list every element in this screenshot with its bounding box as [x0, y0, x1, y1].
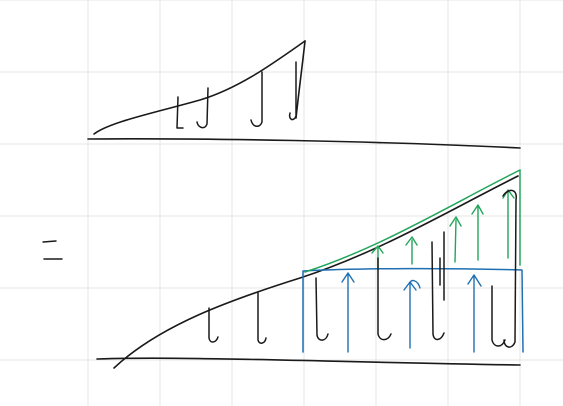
bottom-load-5 — [431, 241, 445, 341]
bottom-load-2 — [257, 292, 267, 344]
bottom-load-4 — [377, 257, 392, 341]
green-arrow-2 — [405, 236, 418, 265]
green-triangle-top — [304, 169, 521, 273]
top-triangle-sketch — [87, 40, 521, 149]
top-hypotenuse — [93, 40, 306, 135]
blue-arrow-3 — [467, 274, 482, 353]
green-arrow-4 — [471, 204, 484, 261]
top-right-edge — [295, 40, 306, 119]
blue-arrow-2 — [403, 279, 421, 349]
blue-rectangle — [302, 267, 524, 353]
bottom-load-3 — [315, 277, 329, 341]
bottom-triangle-sketch — [96, 169, 524, 369]
bottom-hypotenuse — [113, 175, 519, 369]
equals-sign — [42, 240, 63, 260]
green-arrow-3 — [449, 216, 462, 263]
bottom-load-1 — [208, 307, 219, 343]
bottom-load-6 — [439, 231, 445, 301]
top-load-2 — [196, 87, 209, 129]
bottom-load-8 — [502, 189, 517, 348]
blue-arrow-1 — [341, 272, 355, 353]
bottom-load-7 — [491, 285, 506, 347]
bottom-baseline — [96, 357, 521, 366]
top-load-4 — [288, 61, 297, 121]
green-arrow-5 — [502, 189, 515, 259]
top-baseline — [87, 138, 521, 149]
top-load-3 — [250, 71, 263, 127]
top-load-1 — [176, 96, 184, 129]
